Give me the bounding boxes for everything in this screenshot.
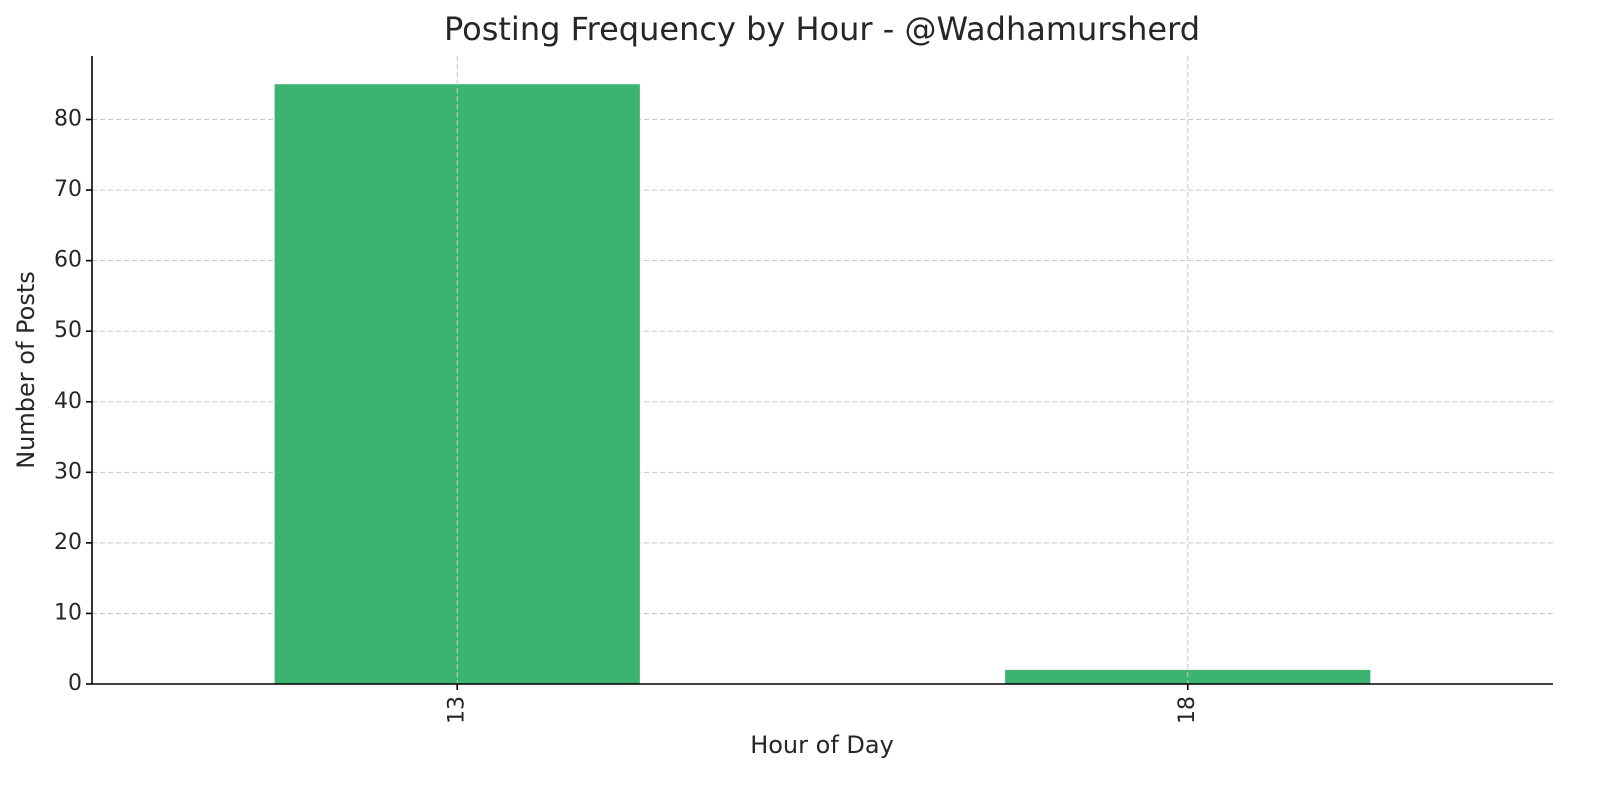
y-tick-label: 10 <box>54 600 82 625</box>
y-tick-label: 80 <box>54 107 82 132</box>
y-tick-label: 40 <box>54 389 82 414</box>
y-tick-label: 60 <box>54 248 82 273</box>
x-tick-label: 13 <box>444 696 469 724</box>
y-tick-label: 70 <box>54 177 82 202</box>
y-tick-label: 50 <box>54 318 82 343</box>
x-axis-label: Hour of Day <box>750 731 894 759</box>
y-tick-label: 0 <box>68 671 82 696</box>
y-tick-label: 30 <box>54 459 82 484</box>
x-tick-label: 18 <box>1175 696 1200 724</box>
chart-title: Posting Frequency by Hour - @Wadhamurshe… <box>444 10 1200 48</box>
y-axis-label: Number of Posts <box>12 271 40 469</box>
y-tick-label: 20 <box>54 530 82 555</box>
